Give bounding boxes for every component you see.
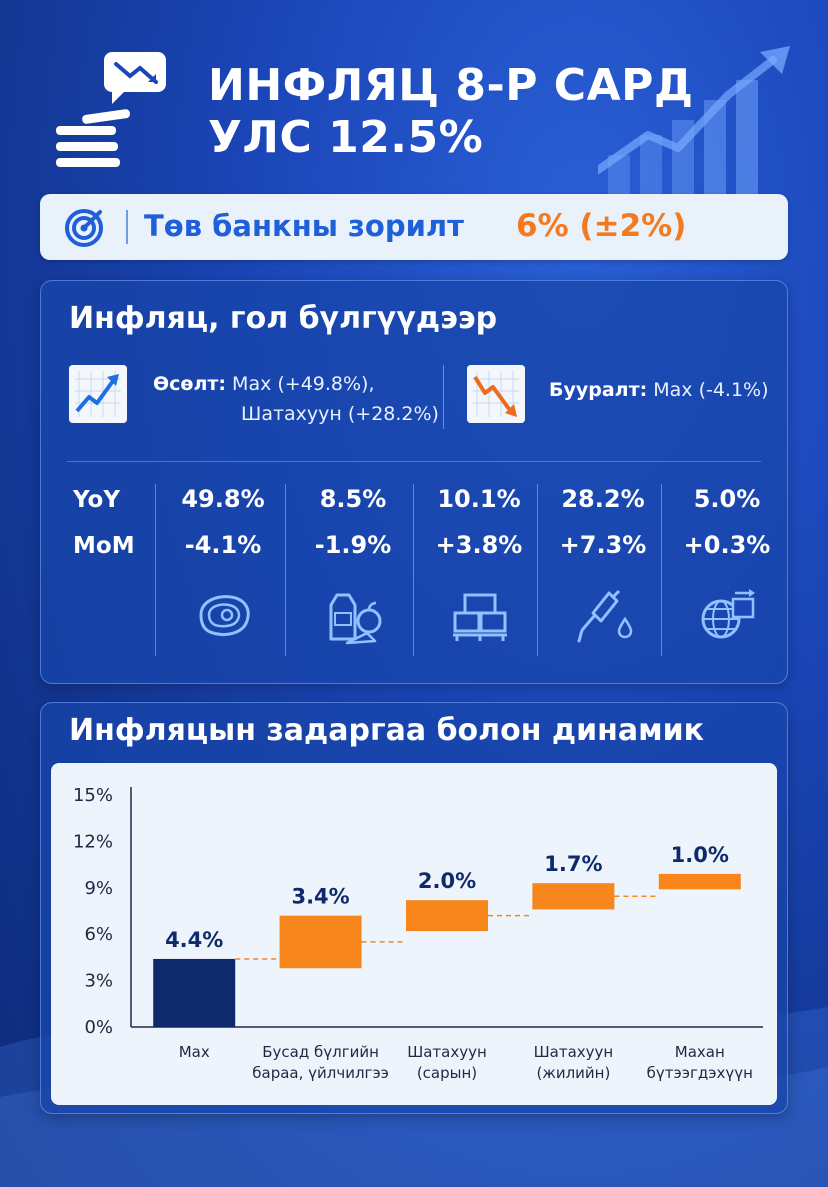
bar xyxy=(279,915,362,969)
mom-row-label: MoM xyxy=(73,533,135,559)
group-column-services: 5.0% +0.3% xyxy=(663,481,791,659)
goods-boxes-icon xyxy=(453,593,507,641)
decrease-value: Мах (-4.1%) xyxy=(653,379,769,401)
x-tick-label: бараа, үйлчилгээ xyxy=(252,1064,389,1082)
mom-value: +7.3% xyxy=(559,531,647,559)
global-services-icon xyxy=(701,589,755,639)
groups-panel: Инфляц, гол бүлгүүдээр Өсөлт: Мах (+49.8… xyxy=(40,280,788,684)
x-tick-label: (жилийн) xyxy=(536,1064,610,1082)
fuel-nozzle-icon xyxy=(577,589,633,643)
increase-line2: Шатахуун (+28.2%) xyxy=(241,403,439,425)
x-tick-label: Шатахуун xyxy=(407,1043,487,1061)
page-title-line1: ИНФЛЯЦ 8-Р САРД xyxy=(208,60,694,111)
column-divider xyxy=(155,484,156,656)
target-value: 6% (±2%) xyxy=(516,208,687,244)
page-title-line2: УЛС 12.5% xyxy=(208,112,484,163)
target-icon xyxy=(65,209,103,247)
decrease-text: Бууралт: Мах (-4.1%) xyxy=(549,375,769,405)
indicator-divider xyxy=(443,365,444,429)
trend-down-icon xyxy=(467,365,525,423)
group-column-goods: 10.1% +3.8% xyxy=(415,481,543,659)
x-tick-label: Бусад бүлгийн xyxy=(262,1043,379,1061)
increase-label: Өсөлт: xyxy=(153,373,226,395)
waterfall-chart: 0% 3% 6% 9% 12% 15% 4.4% Мах 3.4% Бусад бүлгийн ба… xyxy=(73,785,763,1082)
yoy-value: 5.0% xyxy=(693,485,761,513)
chart-panel: Инфляцын задаргаа болон динамик 0% 3% 6% 9%… xyxy=(40,702,788,1114)
y-tick-label: 0% xyxy=(84,1017,113,1038)
yoy-value: 49.8% xyxy=(181,485,265,513)
data-label: 1.0% xyxy=(671,843,729,867)
y-tick-label: 3% xyxy=(84,971,113,992)
column-divider xyxy=(661,484,662,656)
group-column-meat: 49.8% -4.1% xyxy=(159,481,287,659)
target-label: Төв банкны зорилт xyxy=(144,209,464,243)
column-divider xyxy=(285,484,286,656)
header: ИНФЛЯЦ 8-Р САРД УЛС 12.5% xyxy=(0,0,828,195)
groups-panel-title: Инфляц, гол бүлгүүдээр xyxy=(69,301,498,336)
column-divider xyxy=(537,484,538,656)
x-tick-label: Махан xyxy=(675,1043,725,1061)
chart-area: 0% 3% 6% 9% 12% 15% 4.4% Мах 3.4% Бусад бүлгийн ба… xyxy=(51,763,777,1105)
x-tick-label: Шатахуун xyxy=(534,1043,614,1061)
increase-text: Өсөлт: Мах (+49.8%), Шатахуун (+28.2%) xyxy=(153,369,439,429)
bar xyxy=(406,900,488,932)
x-tick-label: бүтээгдэхүүн xyxy=(647,1064,753,1082)
decrease-label: Бууралт: xyxy=(549,379,648,401)
bar xyxy=(658,873,741,890)
bar xyxy=(153,958,236,1027)
groceries-icon xyxy=(329,593,382,645)
yoy-value: 28.2% xyxy=(561,485,645,513)
mom-value: -4.1% xyxy=(184,531,262,559)
bar xyxy=(532,883,615,910)
inflation-decline-icon xyxy=(56,52,166,167)
rising-bars-icon xyxy=(598,46,790,195)
target-divider xyxy=(126,210,128,244)
yoy-value: 10.1% xyxy=(437,485,521,513)
chart-panel-title: Инфляцын задаргаа болон динамик xyxy=(69,713,705,748)
y-tick-label: 9% xyxy=(84,878,113,899)
group-column-fuel: 28.2% +7.3% xyxy=(539,481,667,659)
group-column-groceries: 8.5% -1.9% xyxy=(289,481,417,659)
data-label: 4.4% xyxy=(165,928,223,952)
mom-value: +3.8% xyxy=(435,531,523,559)
y-tick-label: 12% xyxy=(73,831,113,852)
y-tick-label: 15% xyxy=(73,785,113,806)
mom-value: +0.3% xyxy=(683,531,771,559)
x-tick-label: Мах xyxy=(179,1043,210,1061)
x-tick-label: (сарын) xyxy=(417,1064,477,1082)
column-divider xyxy=(413,484,414,656)
y-tick-label: 6% xyxy=(84,924,113,945)
trend-up-icon xyxy=(69,365,127,423)
section-divider xyxy=(67,461,761,462)
data-label: 2.0% xyxy=(418,869,476,893)
increase-line1: Мах (+49.8%), xyxy=(232,373,375,395)
yoy-row-label: YoY xyxy=(73,487,120,513)
central-bank-target-banner: Төв банкны зорилт 6% (±2%) xyxy=(40,194,788,260)
mom-value: -1.9% xyxy=(314,531,392,559)
yoy-value: 8.5% xyxy=(319,485,387,513)
data-label: 3.4% xyxy=(291,885,349,909)
data-label: 1.7% xyxy=(544,852,602,876)
meat-icon xyxy=(199,595,250,636)
